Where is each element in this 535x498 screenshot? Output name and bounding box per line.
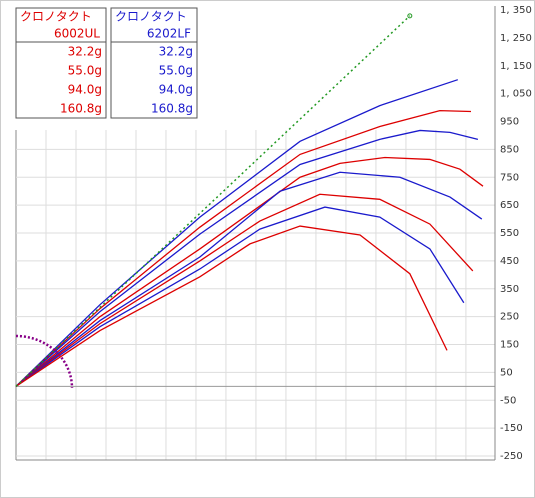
table-row: 160.8g xyxy=(151,102,193,116)
table-row: 55.0g xyxy=(68,64,102,78)
y-tick-label: 350 xyxy=(500,284,519,295)
y-tick-label: -150 xyxy=(500,423,523,434)
table-model: 6002UL xyxy=(54,27,100,41)
reference-line xyxy=(15,15,411,387)
plot xyxy=(15,13,484,387)
bend-curve xyxy=(15,156,484,387)
y-tick-label: 150 xyxy=(500,340,519,351)
bend-curve xyxy=(15,225,448,387)
y-tick-label: -50 xyxy=(500,395,516,406)
y-tick-label: 250 xyxy=(500,312,519,323)
table-header xyxy=(15,7,107,43)
bend-curve xyxy=(15,206,465,387)
y-tick-label: 950 xyxy=(500,117,519,128)
legend-tables: クロノタクト 6002UL 32.2g 55.0g 94.0g 160.8g クロノタクト 6… xyxy=(14,6,200,130)
end-marker xyxy=(407,13,413,19)
y-tick-label: 1, 350 xyxy=(500,5,532,16)
y-tick-label: 450 xyxy=(500,256,519,267)
y-tick-label: 1, 150 xyxy=(500,61,532,72)
bend-curve xyxy=(15,109,472,387)
y-tick-label: 550 xyxy=(500,228,519,239)
grid: 1, 350 1, 250 1, 150 1, 050 950 850 750 650 550 4… xyxy=(15,5,532,462)
tables: クロノタクト 6002UL 32.2g 55.0g 94.0g 160.8g クロノタクト 6… xyxy=(15,7,198,119)
bend-curve xyxy=(15,79,459,387)
table-body xyxy=(15,41,107,119)
y-tick-label: 650 xyxy=(500,200,519,211)
table-model: 6202LF xyxy=(147,27,191,41)
y-tick-label: 50 xyxy=(500,367,513,378)
y-tick-label: 850 xyxy=(500,144,519,155)
table-title: クロノタクト xyxy=(115,10,187,24)
table-header xyxy=(110,7,198,43)
table-body xyxy=(110,41,198,119)
y-tick-label: 750 xyxy=(500,172,519,183)
y-tick-label: -250 xyxy=(500,451,523,462)
bend-curve xyxy=(15,193,474,387)
bend-curve xyxy=(15,129,479,387)
y-tick-label: 1, 250 xyxy=(500,33,532,44)
table-title: クロノタクト xyxy=(20,10,92,24)
table-row: 94.0g xyxy=(159,83,193,97)
table-row: 32.2g xyxy=(68,45,102,59)
table-row: 32.2g xyxy=(159,45,193,59)
y-tick-label: 1, 050 xyxy=(500,89,532,100)
table-row: 160.8g xyxy=(60,102,102,116)
bend-curve xyxy=(15,171,483,387)
table-row: 94.0g xyxy=(68,83,102,97)
table-row: 55.0g xyxy=(159,64,193,78)
